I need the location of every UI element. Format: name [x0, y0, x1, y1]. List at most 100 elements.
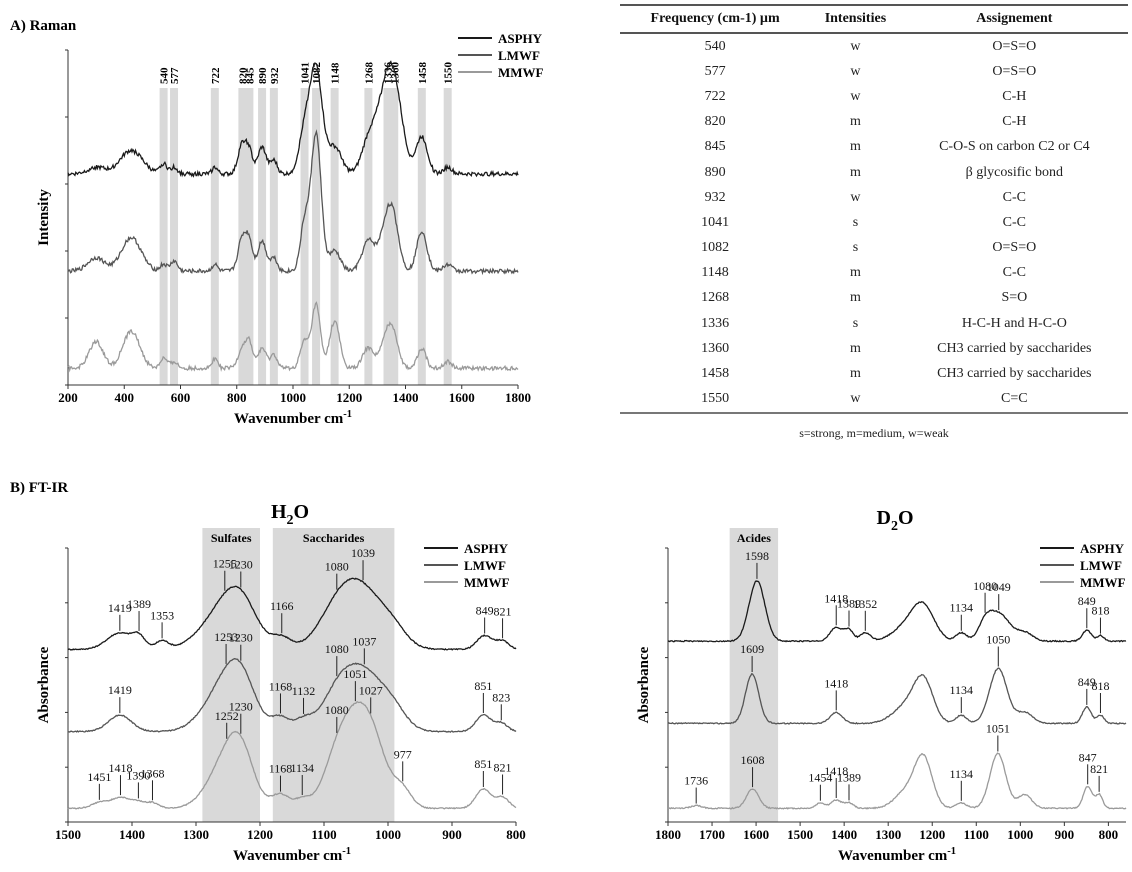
raman-band-label-1041: 1041 — [300, 62, 312, 84]
cell-intensity: w — [850, 38, 861, 54]
peak-label-1134: 1134 — [950, 683, 974, 697]
series-line-lmwf — [67, 129, 519, 276]
assignment-table-body: 540 w O=S=O 577 w O=S=O 722 w C-H 820 m C-H 845 m C-O-… — [620, 33, 1128, 413]
peak-label-849: 849 — [1078, 675, 1096, 689]
cell-assignment: C-C — [1002, 265, 1026, 281]
cell-intensity: m — [849, 265, 861, 281]
cell-frequency: 1458 — [701, 366, 730, 382]
raman-band-932 — [269, 88, 278, 385]
peak-label-821: 821 — [494, 604, 512, 618]
x-tick-label-1300: 1300 — [183, 827, 209, 842]
cell-intensity: m — [849, 290, 861, 306]
y-axis-label: Absorbance — [36, 646, 52, 723]
raman-band-540 — [159, 88, 168, 385]
panel-label-ftir: B) FT-IR — [10, 480, 68, 496]
peak-label-1027: 1027 — [359, 683, 383, 697]
peak-label-1736: 1736 — [684, 774, 708, 788]
cell-assignment: C-C — [1002, 214, 1026, 230]
cell-assignment: CH3 carried by saccharides — [937, 340, 1092, 356]
assignment-table: Frequency (cm-1) µm Intensities Assignem… — [620, 4, 1128, 414]
cell-frequency: 1360 — [701, 340, 730, 356]
cell-assignment: CH3 carried by saccharides — [937, 366, 1092, 382]
raman-band-890 — [258, 88, 267, 385]
raman-band-1336 — [383, 88, 392, 385]
peak-label-1049: 1049 — [987, 580, 1011, 594]
table-row: 1041 s C-C — [620, 210, 1128, 235]
peak-label-1418: 1418 — [108, 761, 132, 775]
x-tick-label-1600: 1600 — [449, 390, 475, 405]
peak-label-1080: 1080 — [325, 560, 349, 574]
legend: ASPHY LMWF MMWF — [424, 541, 510, 590]
legend-label-lmwf: LMWF — [464, 558, 506, 573]
raman-band-label-890: 890 — [257, 67, 269, 84]
raman-band-722 — [210, 88, 219, 385]
raman-band-1148 — [330, 88, 339, 385]
cell-frequency: 1148 — [701, 265, 729, 281]
raman-band-label-1268: 1268 — [363, 62, 375, 85]
table-header-row: Frequency (cm-1) µm Intensities Assignem… — [620, 5, 1128, 33]
peak-label-1134: 1134 — [950, 601, 974, 615]
region-label-saccharides: Saccharides — [303, 531, 365, 545]
raman-band-820 — [238, 88, 247, 385]
peak-label-1368: 1368 — [140, 766, 164, 780]
x-tick-label-1200: 1200 — [336, 390, 362, 405]
cell-frequency: 577 — [704, 63, 726, 79]
table-row: 540 w O=S=O — [620, 33, 1128, 59]
legend-label-asphy: ASPHY — [498, 31, 543, 46]
cell-frequency: 932 — [704, 189, 726, 205]
cell-assignment: O=S=O — [992, 240, 1037, 256]
cell-frequency: 1550 — [701, 391, 730, 407]
peak-label-977: 977 — [394, 747, 412, 761]
peak-label-1389: 1389 — [837, 597, 861, 611]
peak-label-1451: 1451 — [87, 770, 111, 784]
column-header-frequency: Frequency (cm-1) µm — [650, 11, 780, 26]
cell-intensity: m — [849, 340, 861, 356]
x-tick-label-1100: 1100 — [964, 827, 989, 842]
series-line-asphy — [667, 580, 1127, 643]
cell-intensity: s — [852, 214, 859, 230]
series-line-mmwf — [67, 701, 517, 810]
table-row: 722 w C-H — [620, 84, 1128, 109]
table-row: 1268 m S=O — [620, 286, 1128, 311]
legend: ASPHY LMWF MMWF — [458, 31, 544, 80]
cell-assignment: C-O-S on carbon C2 or C4 — [939, 139, 1090, 155]
peak-label-1039: 1039 — [351, 546, 375, 560]
peak-label-1230: 1230 — [229, 558, 253, 572]
peak-label-1134: 1134 — [290, 761, 314, 775]
x-tick-label-800: 800 — [506, 827, 526, 842]
cell-frequency: 845 — [704, 139, 726, 155]
x-tick-label-400: 400 — [115, 390, 135, 405]
peak-label-1608: 1608 — [741, 753, 765, 767]
x-tick-label-1500: 1500 — [55, 827, 81, 842]
raman-band-1550 — [443, 88, 452, 385]
x-tick-label-1000: 1000 — [280, 390, 306, 405]
x-tick-label-1000: 1000 — [1007, 827, 1033, 842]
peak-label-821: 821 — [1090, 762, 1108, 776]
ftir-h2o-chart: B) FT-IR H2O Sulfates Saccharides 1500 1400 13… — [10, 480, 526, 864]
table-row: 890 m β glycosific bond — [620, 160, 1128, 185]
peak-label-1080: 1080 — [325, 642, 349, 656]
cell-frequency: 820 — [704, 114, 726, 130]
cell-intensity: w — [850, 88, 861, 104]
assignment-table-container: Frequency (cm-1) µm Intensities Assignem… — [620, 4, 1128, 441]
raman-band-1082 — [312, 88, 321, 385]
cell-assignment: H-C-H and H-C-O — [961, 315, 1067, 331]
ftir-d2o-chart: D2O Acides 1800 1700 1600 1500 1400 1300 1200 110… — [636, 507, 1127, 864]
legend: ASPHY LMWF MMWF — [1040, 541, 1126, 590]
table-row: 932 w C-C — [620, 185, 1128, 210]
cell-frequency: 1041 — [701, 214, 730, 230]
x-axis-label: Wavenumber cm-1 — [234, 409, 352, 427]
x-tick-label-1200: 1200 — [919, 827, 945, 842]
peak-label-1418: 1418 — [824, 676, 848, 690]
peak-label-1037: 1037 — [352, 634, 376, 648]
region-sulfates — [202, 528, 260, 822]
cell-frequency: 1268 — [701, 290, 730, 306]
x-axis-label: Wavenumber cm-1 — [838, 846, 956, 864]
cell-frequency: 1082 — [701, 240, 730, 256]
table-row: 845 m C-O-S on carbon C2 or C4 — [620, 135, 1128, 160]
x-tick-label-1100: 1100 — [311, 827, 336, 842]
raman-band-label-540: 540 — [159, 67, 171, 84]
column-header-intensities: Intensities — [824, 11, 887, 26]
table-row: 1082 s O=S=O — [620, 236, 1128, 261]
